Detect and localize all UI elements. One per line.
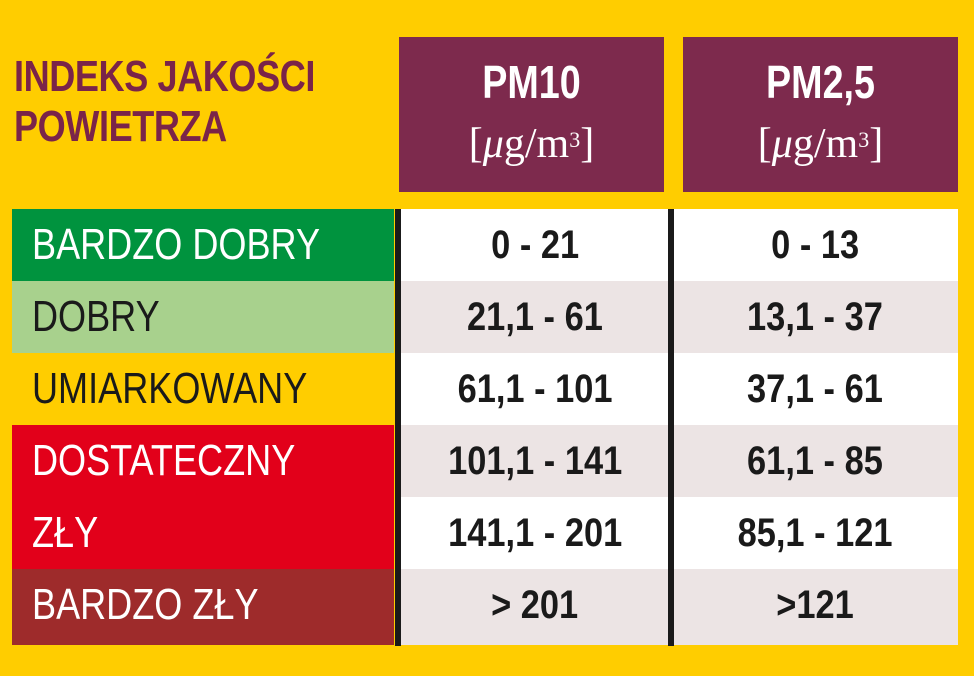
category-umiarkowany: UMIARKOWANY xyxy=(12,353,394,425)
table-title: INDEKS JAKOŚCI POWIETRZA xyxy=(14,52,326,152)
column-divider xyxy=(668,209,674,646)
pm10-value: 61,1 - 101 xyxy=(457,367,613,411)
column-header-label: PM10 xyxy=(482,56,581,108)
pm25-value: >121 xyxy=(776,583,854,627)
pm10-value: 21,1 - 61 xyxy=(467,295,603,339)
category-dostateczny: DOSTATECZNY xyxy=(32,436,296,485)
column-divider xyxy=(395,209,401,646)
table-row: 141,1 - 201 85,1 - 121 xyxy=(398,497,958,569)
table-row: 0 - 21 0 - 13 xyxy=(398,209,958,281)
category-dostateczny-zly: DOSTATECZNY ZŁY xyxy=(12,425,394,569)
column-header-unit: [μg/m3] xyxy=(468,121,595,167)
category-dobry: DOBRY xyxy=(12,281,394,353)
column-header-label: PM2,5 xyxy=(765,56,876,108)
table-row: 101,1 - 141 61,1 - 85 xyxy=(398,425,958,497)
pm25-value: 0 - 13 xyxy=(771,223,859,267)
table-row: 21,1 - 61 13,1 - 37 xyxy=(398,281,958,353)
category-bardzo-dobry: BARDZO DOBRY xyxy=(12,209,394,281)
title-line-1: INDEKS JAKOŚCI xyxy=(14,52,316,101)
column-header-pm10: PM10 [μg/m3] xyxy=(399,37,664,192)
table-row: 61,1 - 101 37,1 - 61 xyxy=(398,353,958,425)
pm10-value: 101,1 - 141 xyxy=(447,439,623,483)
pm10-value: > 201 xyxy=(491,583,579,627)
category-zly: ZŁY xyxy=(32,508,99,557)
pm25-value: 85,1 - 121 xyxy=(737,511,893,555)
pm25-value: 13,1 - 37 xyxy=(747,295,883,339)
category-bardzo-zly: BARDZO ZŁY xyxy=(12,569,394,645)
pm10-value: 141,1 - 201 xyxy=(447,511,623,555)
column-header-pm25: PM2,5 [μg/m3] xyxy=(683,37,958,192)
pm25-value: 61,1 - 85 xyxy=(747,439,883,483)
column-header-unit: [μg/m3] xyxy=(757,121,884,167)
title-line-2: POWIETRZA xyxy=(14,102,227,151)
pm25-value: 37,1 - 61 xyxy=(747,367,883,411)
pm10-value: 0 - 21 xyxy=(491,223,579,267)
table-row: > 201 >121 xyxy=(398,569,958,645)
